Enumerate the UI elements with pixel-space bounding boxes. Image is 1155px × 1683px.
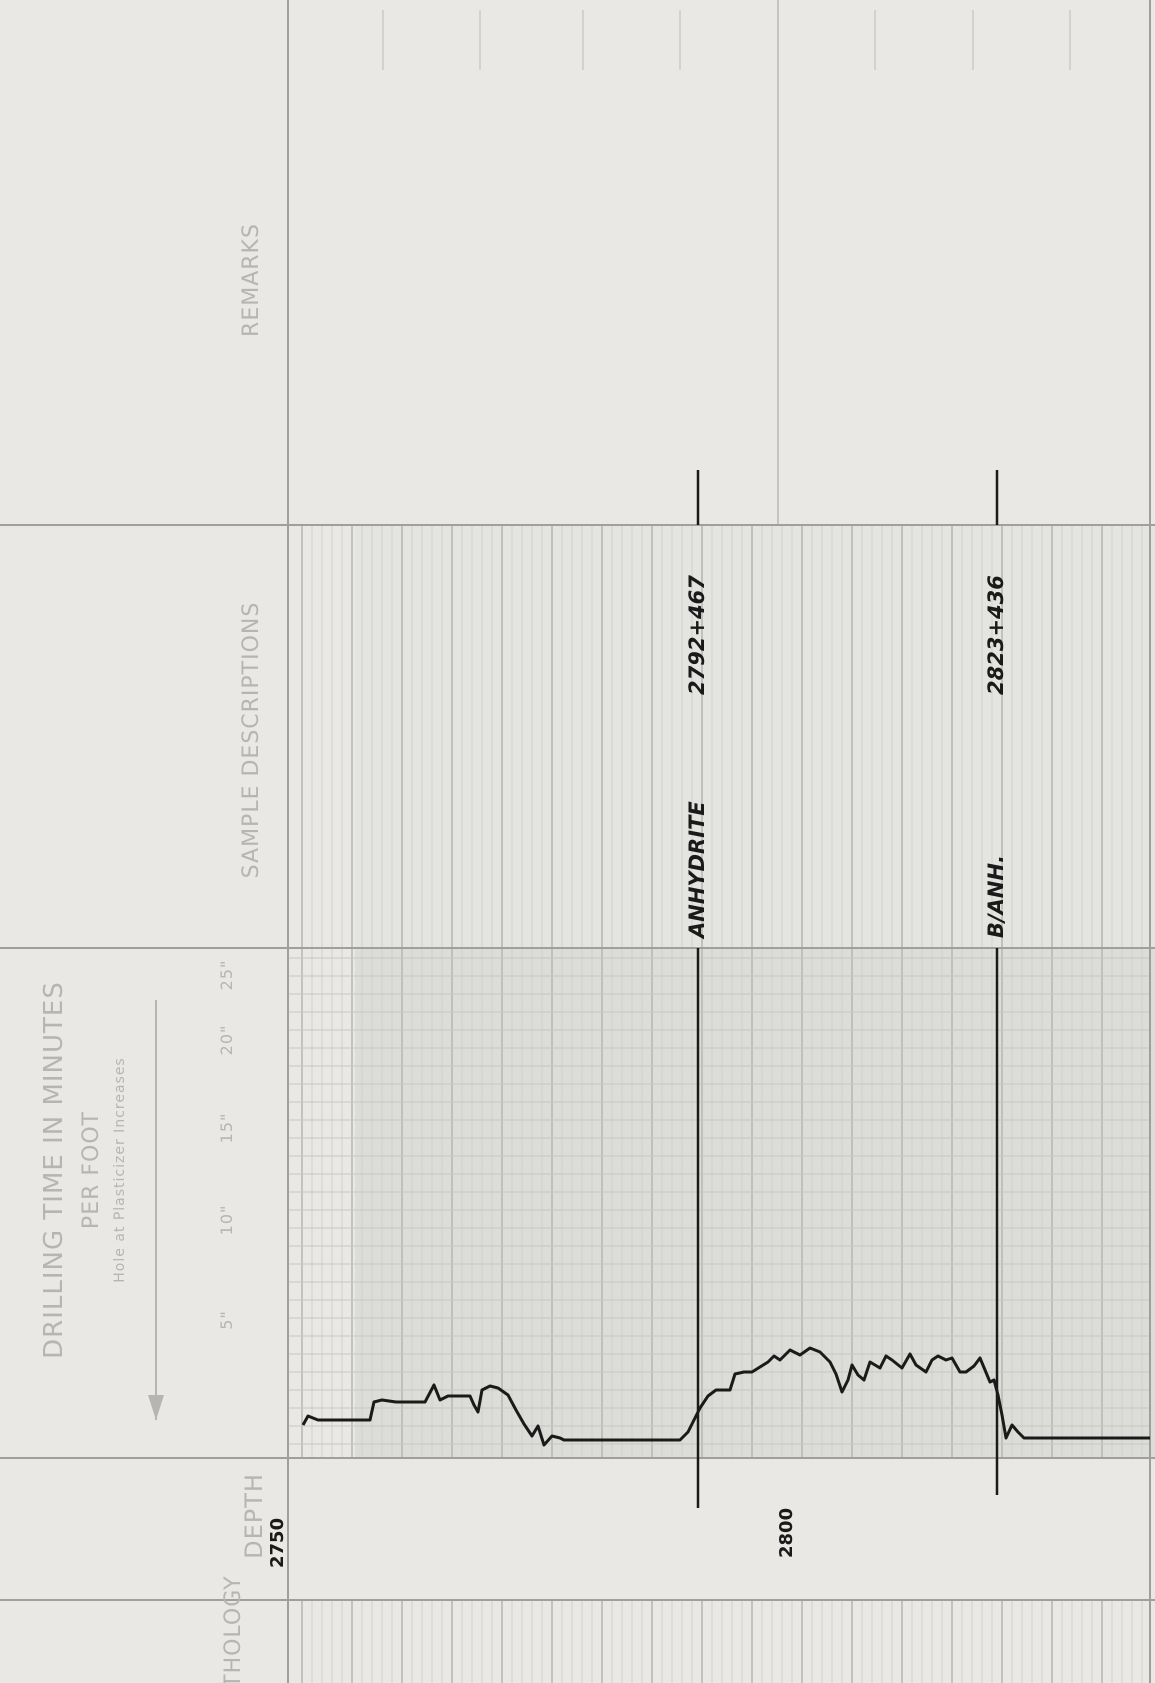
- arrow-head-icon: [148, 1395, 164, 1420]
- formation-name-anhydrite: ANHYDRITE: [685, 801, 709, 940]
- drilling-time-grid-area: [355, 948, 1155, 1458]
- drilling-time-trace: [301, 1346, 1150, 1447]
- remarks-header: REMARKS: [239, 223, 264, 337]
- formation-value-anhydrite: 2792+467: [685, 575, 709, 695]
- depth-mark-2750: 2750: [267, 1518, 288, 1568]
- sample-description-area: [355, 525, 1155, 948]
- sample-descriptions-header: SAMPLE DESCRIPTIONS: [239, 602, 264, 879]
- depth-header: DEPTH: [240, 1473, 268, 1559]
- scale-5-label: 5": [217, 1310, 236, 1330]
- scale-20-label: 20": [217, 1025, 236, 1056]
- drilling-time-header: DRILLING TIME IN MINUTES: [39, 981, 69, 1359]
- per-foot-header: PER FOOT: [79, 1111, 104, 1229]
- drilling-time-note: Hole at Plasticizer Increases: [112, 1057, 128, 1282]
- formation-value-banh: 2823+436: [984, 575, 1008, 695]
- scale-10-label: 10": [217, 1205, 236, 1236]
- formation-name-banh: B/ANH.: [984, 855, 1008, 938]
- lithology-header: LITHOLOGY: [221, 1575, 246, 1683]
- scale-15-label: 15": [217, 1113, 236, 1144]
- scale-25-label: 25": [217, 960, 236, 991]
- depth-mark-2800: 2800: [776, 1508, 797, 1558]
